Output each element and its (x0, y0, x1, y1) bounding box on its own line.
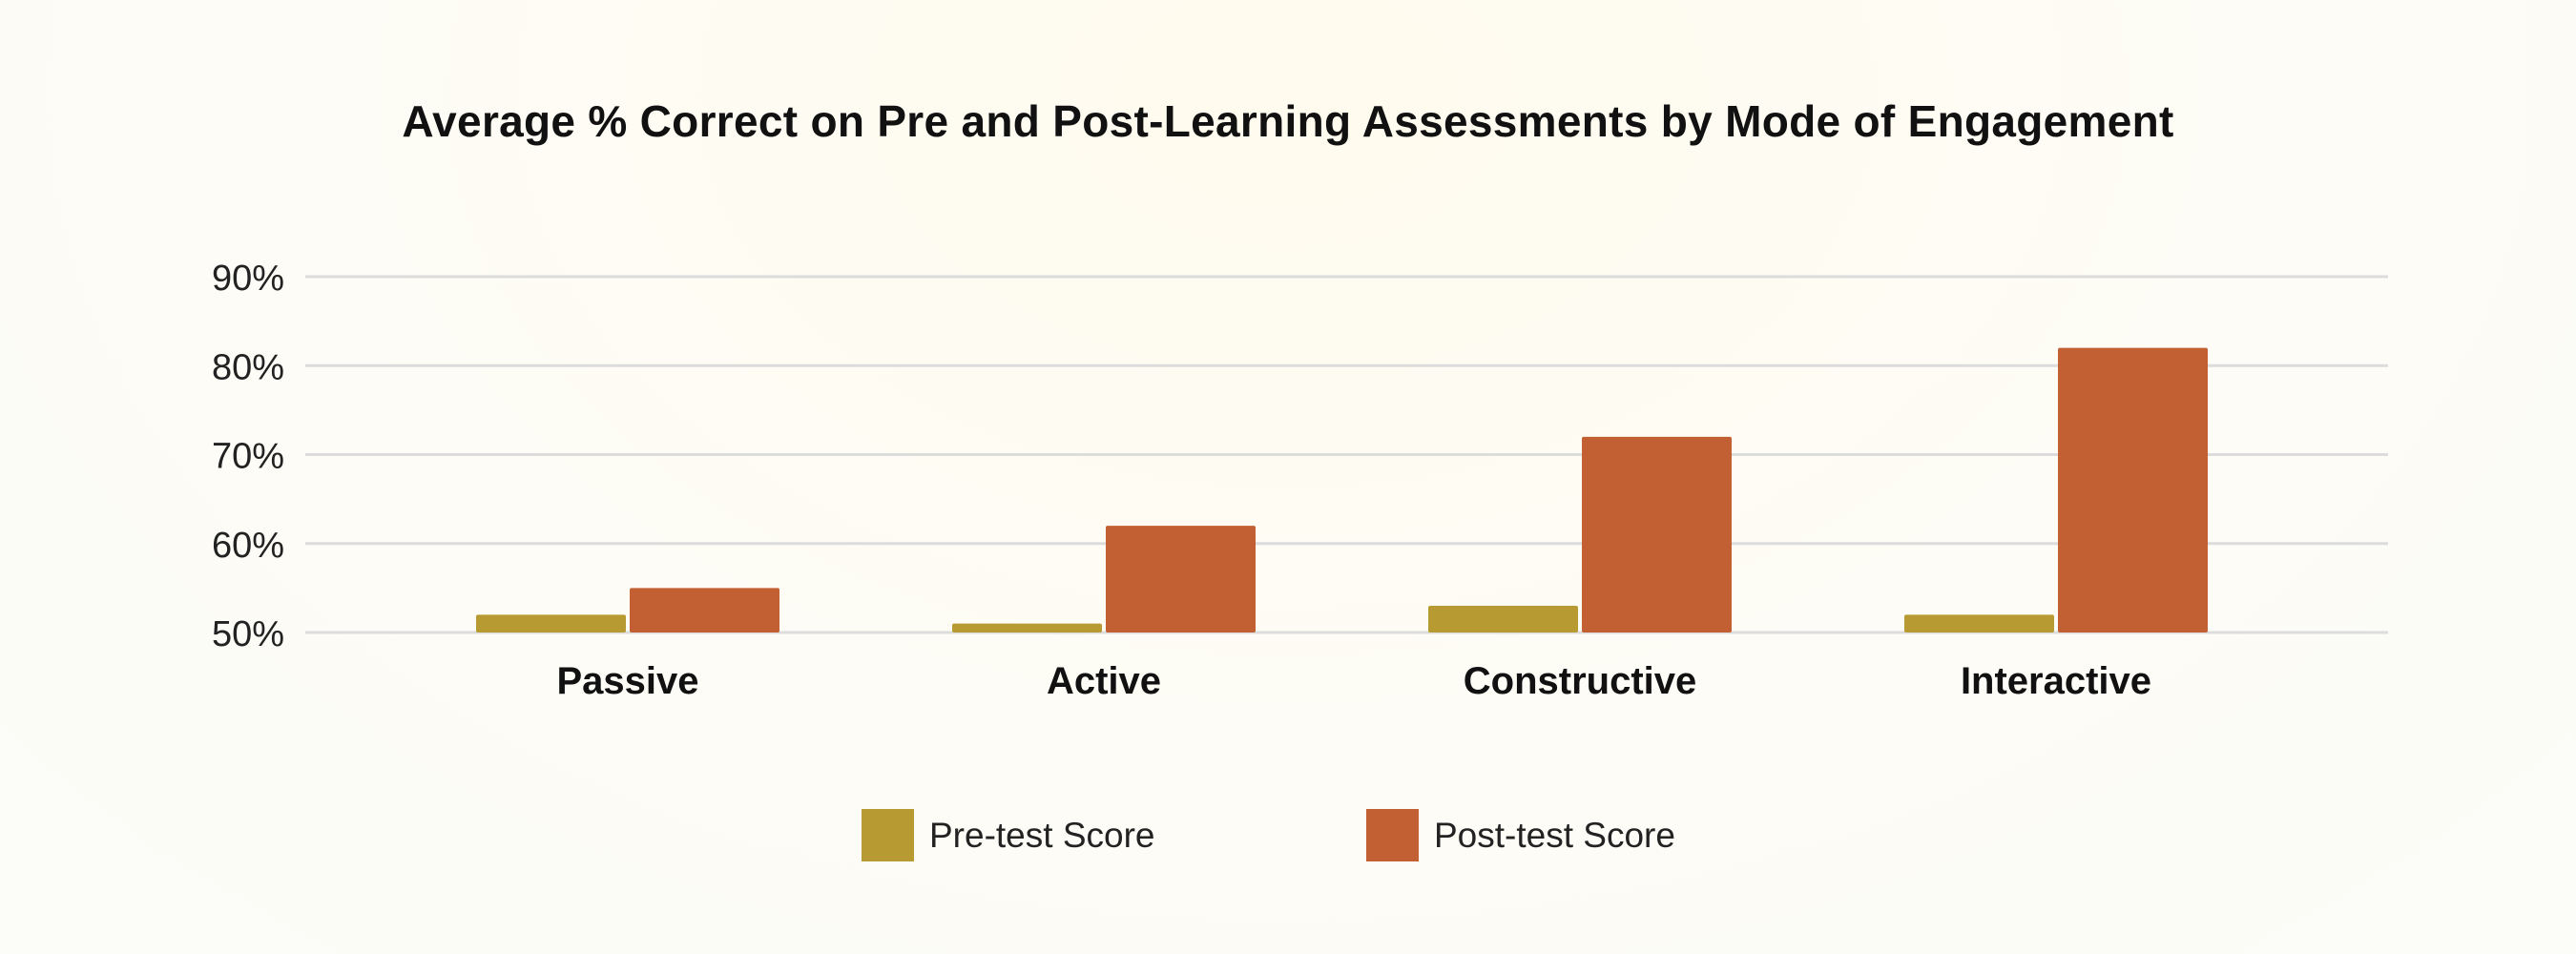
x-tick-label: Passive (556, 660, 698, 702)
y-tick-label: 50% (212, 614, 284, 654)
x-tick-label: Interactive (1961, 660, 2151, 702)
bar-pre-test-interactive (1904, 614, 2054, 633)
bar-pre-test-constructive (1428, 606, 1578, 633)
legend-item-pre-test: Pre-test Score (862, 809, 1154, 861)
y-tick-label: 90% (212, 259, 284, 299)
y-tick-label: 70% (212, 437, 284, 477)
bar-post-test-constructive (1582, 436, 1732, 633)
y-tick-label: 80% (212, 347, 284, 387)
chart-title: Average % Correct on Pre and Post-Learni… (402, 96, 2174, 146)
bar-pre-test-active (952, 623, 1102, 633)
bar-post-test-passive (630, 588, 779, 633)
bar-pre-test-passive (476, 614, 626, 633)
bar-post-test-active (1106, 526, 1256, 633)
x-tick-label: Constructive (1464, 660, 1697, 702)
legend-item-post-test: Post-test Score (1366, 809, 1675, 861)
bar-post-test-interactive (2058, 347, 2208, 633)
legend-swatch-pre-test (862, 809, 914, 861)
legend-label-pre-test: Pre-test Score (929, 815, 1155, 855)
legend-label-post-test: Post-test Score (1434, 815, 1675, 855)
x-tick-label: Active (1047, 660, 1161, 702)
legend-swatch-post-test (1366, 809, 1419, 861)
y-tick-label: 60% (212, 526, 284, 566)
